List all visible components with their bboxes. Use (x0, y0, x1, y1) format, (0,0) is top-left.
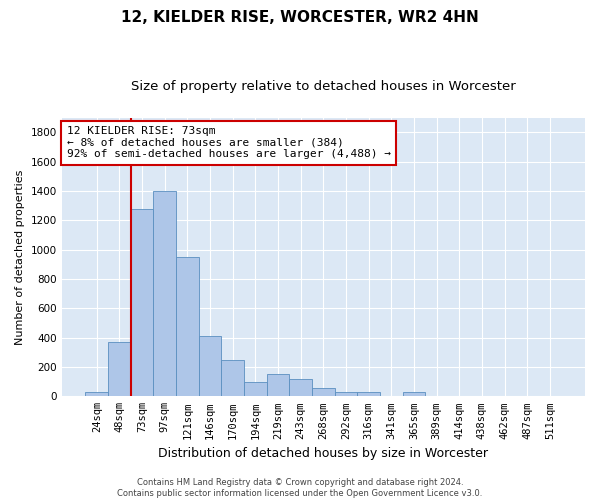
Bar (176, 257, 199, 396)
Bar (244, 382, 266, 396)
Title: Size of property relative to detached houses in Worcester: Size of property relative to detached ho… (131, 80, 516, 93)
Text: 12 KIELDER RISE: 73sqm
← 8% of detached houses are smaller (384)
92% of semi-det: 12 KIELDER RISE: 73sqm ← 8% of detached … (67, 126, 391, 160)
Text: Contains HM Land Registry data © Crown copyright and database right 2024.
Contai: Contains HM Land Registry data © Crown c… (118, 478, 482, 498)
Bar (312, 388, 335, 396)
Bar (289, 378, 312, 396)
Text: 12, KIELDER RISE, WORCESTER, WR2 4HN: 12, KIELDER RISE, WORCESTER, WR2 4HN (121, 10, 479, 25)
Bar (131, 210, 154, 396)
X-axis label: Distribution of detached houses by size in Worcester: Distribution of detached houses by size … (158, 447, 488, 460)
Bar (85, 392, 108, 396)
Bar (358, 392, 380, 396)
Bar (108, 342, 131, 396)
Y-axis label: Number of detached properties: Number of detached properties (15, 170, 25, 344)
Bar (403, 392, 425, 396)
Bar (199, 336, 221, 396)
Bar (221, 360, 244, 397)
Bar (266, 374, 289, 396)
Bar (335, 392, 358, 396)
Bar (154, 191, 176, 396)
